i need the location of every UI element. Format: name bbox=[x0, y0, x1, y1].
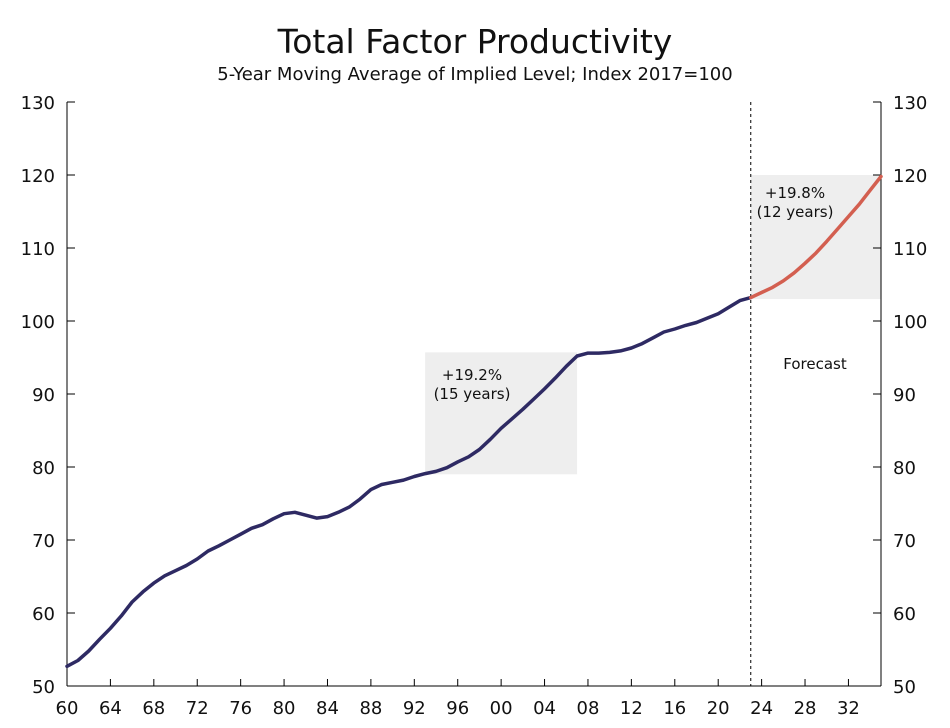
y-tick-label-right: 100 bbox=[893, 312, 927, 333]
x-tick-label: 20 bbox=[707, 698, 730, 719]
y-tick-label-left: 70 bbox=[32, 531, 55, 552]
y-tick-label-left: 50 bbox=[32, 677, 55, 698]
chart-title: Total Factor Productivity bbox=[277, 22, 673, 61]
y-tick-label-right: 90 bbox=[893, 385, 916, 406]
series-line-forecast bbox=[749, 174, 883, 300]
x-tick-label: 28 bbox=[794, 698, 817, 719]
annotation-label-2-years: (12 years) bbox=[757, 203, 834, 221]
annotations: +19.2%(15 years) +19.8%(12 years) Forecast bbox=[434, 184, 847, 403]
x-tick-label: 60 bbox=[56, 698, 79, 719]
x-tick-label: 76 bbox=[229, 698, 252, 719]
y-tick-label-left: 120 bbox=[21, 166, 55, 187]
y-tick-label-left: 60 bbox=[32, 604, 55, 625]
annotation-box-2 bbox=[750, 175, 881, 300]
x-tick-label: 72 bbox=[186, 698, 209, 719]
y-tick-label-left: 80 bbox=[32, 458, 55, 479]
x-tick-label: 92 bbox=[403, 698, 426, 719]
x-tick-label: 24 bbox=[750, 698, 773, 719]
y-tick-label-left: 100 bbox=[21, 312, 55, 333]
y-tick-label-right: 130 bbox=[893, 93, 927, 114]
y-tick-label-right: 60 bbox=[893, 604, 916, 625]
annotation-shading bbox=[425, 175, 881, 475]
y-tick-label-left: 90 bbox=[32, 385, 55, 406]
x-tick-label: 00 bbox=[490, 698, 513, 719]
x-tick-label: 88 bbox=[359, 698, 382, 719]
chart-subtitle: 5-Year Moving Average of Implied Level; … bbox=[217, 64, 733, 85]
annotation-label-1-years: (15 years) bbox=[434, 385, 511, 403]
y-tick-label-left: 110 bbox=[21, 239, 55, 260]
x-tick-label: 16 bbox=[663, 698, 686, 719]
annotation-label-2-pct: +19.8% bbox=[765, 184, 825, 202]
y-tick-label-right: 120 bbox=[893, 166, 927, 187]
y-tick-label-right: 110 bbox=[893, 239, 927, 260]
x-tick-label: 08 bbox=[577, 698, 600, 719]
annotation-box-1 bbox=[425, 352, 578, 475]
x-tick-label: 32 bbox=[837, 698, 860, 719]
y-tick-label-right: 70 bbox=[893, 531, 916, 552]
x-tick-label: 84 bbox=[316, 698, 339, 719]
x-tick-label: 68 bbox=[142, 698, 165, 719]
series-lines bbox=[65, 174, 883, 669]
forecast-label: Forecast bbox=[783, 355, 847, 373]
x-tick-label: 80 bbox=[273, 698, 296, 719]
x-tick-label: 04 bbox=[533, 698, 556, 719]
x-tick-label: 64 bbox=[99, 698, 122, 719]
y-tick-label-right: 50 bbox=[893, 677, 916, 698]
x-tick-label: 12 bbox=[620, 698, 643, 719]
annotation-label-1-pct: +19.2% bbox=[442, 366, 502, 384]
x-tick-label: 96 bbox=[446, 698, 469, 719]
y-tick-label-left: 130 bbox=[21, 93, 55, 114]
y-tick-label-right: 80 bbox=[893, 458, 916, 479]
series-line-historical bbox=[65, 295, 753, 669]
